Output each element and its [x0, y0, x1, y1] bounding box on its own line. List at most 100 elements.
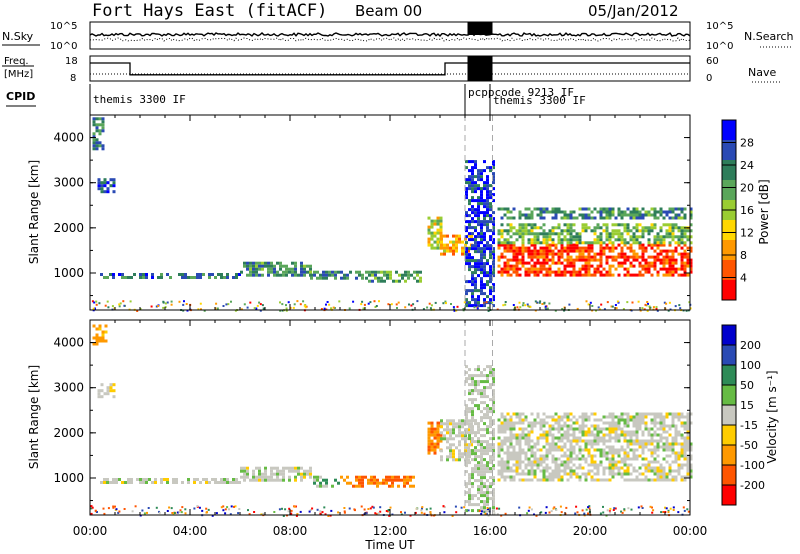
- heatmap-cell: [172, 478, 175, 481]
- heatmap-cell: [536, 255, 540, 259]
- heatmap-cell: [581, 267, 585, 271]
- heatmap-cell: [480, 256, 483, 260]
- heatmap-cell: [671, 270, 675, 274]
- heatmap-cell: [515, 442, 519, 446]
- heatmap-cell: [617, 454, 621, 458]
- heatmap-cell: [593, 412, 597, 416]
- heatmap-cell: [483, 244, 486, 248]
- heatmap-cell: [150, 305, 153, 308]
- heatmap-cell: [599, 252, 603, 256]
- heatmap-cell: [590, 264, 594, 268]
- heatmap-cell: [220, 273, 223, 276]
- heatmap-cell: [566, 418, 570, 422]
- heatmap-cell: [539, 460, 543, 464]
- heatmap-cell: [480, 464, 483, 468]
- heatmap-cell: [452, 452, 455, 456]
- heatmap-cell: [518, 246, 522, 250]
- heatmap-cell: [492, 232, 495, 236]
- heatmap-cell: [419, 276, 422, 280]
- heatmap-cell: [382, 481, 385, 485]
- heatmap-cell: [524, 207, 528, 211]
- heatmap-cell: [383, 270, 386, 274]
- heatmap-cell: [288, 466, 291, 470]
- heatmap-cell: [95, 129, 99, 133]
- heatmap-cell: [647, 478, 651, 482]
- heatmap-cell: [596, 418, 600, 422]
- heatmap-cell: [129, 300, 132, 303]
- heatmap-cell: [536, 258, 540, 262]
- heatmap-cell: [608, 235, 612, 239]
- heatmap-cell: [686, 433, 690, 437]
- heatmap-cell: [471, 220, 474, 224]
- heatmap-cell: [545, 238, 549, 242]
- heatmap-cell: [258, 466, 261, 470]
- freq-trace: [90, 62, 690, 76]
- heatmap-cell: [674, 424, 678, 428]
- heatmap-cell: [536, 267, 540, 271]
- heatmap-cell: [589, 301, 592, 304]
- heatmap-cell: [474, 398, 477, 402]
- heatmap-cell: [455, 511, 458, 514]
- heatmap-cell: [656, 469, 660, 473]
- heatmap-cell: [471, 416, 474, 420]
- heatmap-cell: [379, 506, 382, 509]
- heatmap-cell: [626, 258, 630, 262]
- heatmap-cell: [635, 229, 639, 233]
- heatmap-cell: [497, 469, 501, 473]
- heatmap-cell: [560, 246, 564, 250]
- heatmap-cell: [487, 310, 490, 312]
- heatmap-cell: [186, 309, 189, 312]
- heatmap-cell: [539, 267, 543, 271]
- heatmap-cell: [647, 243, 651, 247]
- heatmap-cell: [542, 216, 546, 220]
- heatmap-cell: [506, 210, 510, 214]
- heatmap-cell: [530, 454, 534, 458]
- heatmap-cell: [686, 252, 690, 256]
- heatmap-cell: [474, 434, 477, 438]
- heatmap-cell: [362, 307, 365, 310]
- heatmap-cell: [623, 478, 627, 482]
- heatmap-cell: [581, 472, 585, 476]
- heatmap-cell: [492, 166, 495, 170]
- heatmap-cell: [240, 270, 243, 274]
- heatmap-cell: [97, 184, 101, 188]
- heatmap-cell: [662, 223, 666, 227]
- heatmap-cell: [569, 255, 573, 259]
- heatmap-cell: [674, 216, 678, 220]
- heatmap-cell: [620, 418, 624, 422]
- heatmap-cell: [267, 264, 270, 268]
- heatmap-cell: [566, 439, 570, 443]
- heatmap-cell: [404, 273, 407, 277]
- heatmap-cell: [662, 418, 666, 422]
- heatmap-cell: [635, 442, 639, 446]
- heatmap-cell: [474, 464, 477, 468]
- heatmap-cell: [367, 302, 370, 305]
- heatmap-cell: [182, 309, 185, 312]
- heatmap-cell: [486, 223, 489, 227]
- heatmap-cell: [480, 304, 483, 308]
- heatmap-cell: [599, 270, 603, 274]
- heatmap-cell: [279, 267, 282, 271]
- heatmap-cell: [662, 478, 666, 482]
- heatmap-cell: [563, 451, 567, 455]
- heatmap-cell: [486, 175, 489, 179]
- heatmap-cell: [566, 216, 570, 220]
- heatmap-cell: [316, 484, 319, 488]
- heatmap-cell: [480, 292, 483, 296]
- heatmap-cell: [596, 442, 600, 446]
- heatmap-cell: [551, 216, 555, 220]
- heatmap-cell: [551, 478, 555, 482]
- heatmap-cell: [680, 433, 684, 437]
- heatmap-cell: [623, 241, 627, 245]
- heatmap-cell: [480, 434, 483, 438]
- heatmap-cell: [686, 261, 690, 265]
- heatmap-cell: [181, 506, 184, 509]
- heatmap-cell: [503, 238, 507, 242]
- heatmap-cell: [533, 241, 537, 245]
- heatmap-cell: [635, 235, 639, 239]
- heatmap-cell: [533, 475, 537, 479]
- heatmap-cell: [680, 445, 684, 449]
- heatmap-cell: [542, 249, 546, 253]
- heatmap-cell: [689, 210, 693, 214]
- heatmap-cell: [530, 232, 534, 236]
